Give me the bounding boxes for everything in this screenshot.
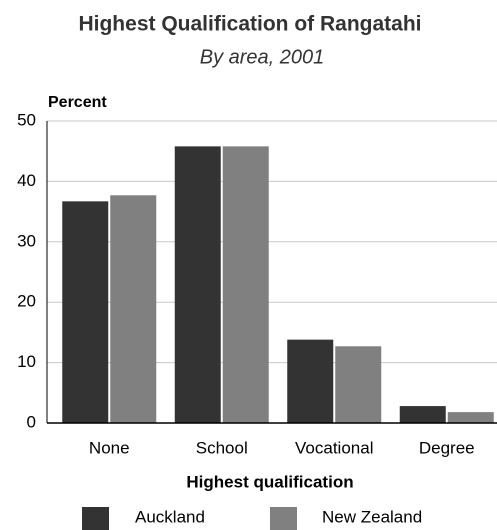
legend-swatch: [270, 507, 297, 530]
bar: [62, 201, 109, 423]
chart-subtitle: By area, 2001: [200, 46, 325, 68]
legend-swatch: [82, 507, 109, 530]
x-tick-label: School: [196, 438, 248, 457]
x-tick-label: Degree: [419, 438, 475, 457]
bar: [287, 339, 334, 423]
bar: [110, 195, 157, 423]
y-axis-label: Percent: [48, 94, 107, 111]
bar: [335, 346, 382, 423]
x-axis-label: Highest qualification: [186, 472, 353, 491]
x-tick-label: Vocational: [295, 438, 373, 457]
y-tick-label: 30: [17, 231, 36, 250]
y-tick-label: 50: [17, 110, 36, 129]
legend-label: Auckland: [135, 507, 205, 526]
y-tick-label: 40: [17, 171, 36, 190]
x-tick-label: None: [89, 438, 130, 457]
bar: [399, 406, 446, 423]
y-tick-label: 10: [17, 352, 36, 371]
bar: [222, 146, 269, 424]
y-tick-label: 20: [17, 292, 36, 311]
y-tick-label: 0: [27, 412, 36, 431]
bar: [174, 146, 221, 424]
chart-title: Highest Qualification of Rangatahi: [78, 13, 421, 36]
legend-label: New Zealand: [322, 507, 422, 526]
bar: [447, 412, 494, 423]
